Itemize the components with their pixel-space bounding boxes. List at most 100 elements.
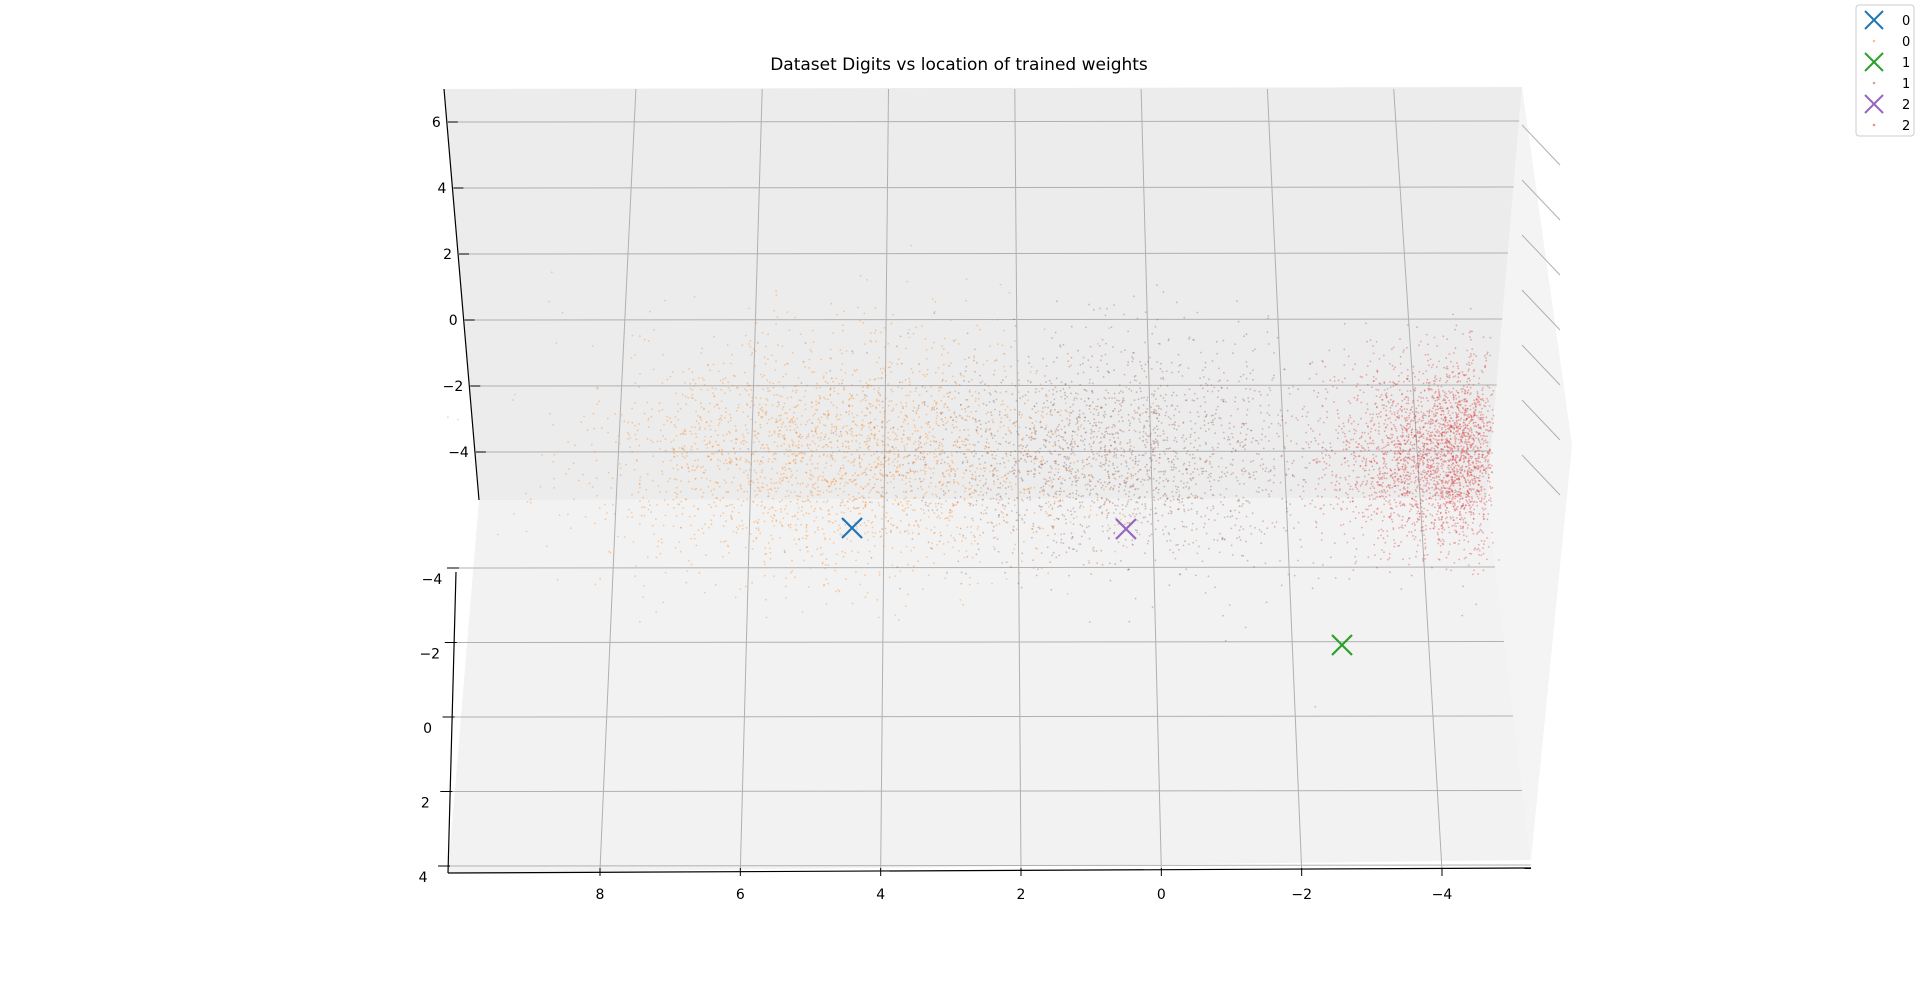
data-point	[954, 539, 956, 542]
data-point	[1046, 460, 1049, 463]
data-point	[715, 403, 718, 406]
data-point	[888, 452, 890, 454]
data-point	[1174, 424, 1176, 427]
data-point	[1106, 516, 1108, 519]
data-point	[909, 469, 912, 472]
data-point	[767, 495, 769, 498]
data-point	[1103, 410, 1106, 413]
data-point	[808, 512, 810, 515]
data-point	[1103, 416, 1106, 418]
data-point	[834, 520, 837, 522]
data-point	[1126, 442, 1129, 445]
data-point	[935, 402, 937, 405]
data-point	[799, 549, 802, 552]
data-point	[640, 514, 643, 517]
data-point	[1114, 550, 1116, 553]
data-point	[1004, 571, 1007, 574]
data-point	[1212, 505, 1215, 508]
data-point	[828, 485, 831, 488]
x-grid-line	[739, 88, 763, 871]
data-point	[750, 354, 753, 356]
data-point	[1026, 455, 1029, 458]
data-point	[568, 468, 570, 470]
data-point	[1264, 470, 1267, 472]
data-point	[890, 529, 892, 532]
data-point	[1128, 388, 1131, 390]
data-point	[1160, 408, 1162, 410]
data-point	[628, 433, 630, 436]
data-point	[1044, 406, 1047, 409]
data-point	[813, 442, 816, 445]
data-point	[706, 455, 709, 458]
data-point	[953, 441, 956, 443]
data-point	[1132, 474, 1135, 477]
data-point	[631, 516, 634, 518]
data-point	[1126, 472, 1129, 474]
data-point	[908, 480, 911, 483]
data-point	[1010, 510, 1013, 512]
data-point	[794, 515, 796, 518]
data-point	[1099, 462, 1102, 464]
data-point	[864, 574, 866, 576]
data-point	[1241, 422, 1244, 425]
x-grid-line	[599, 88, 637, 871]
data-point	[790, 571, 792, 574]
data-point	[1136, 501, 1139, 504]
data-point	[745, 469, 747, 472]
data-point	[761, 482, 764, 485]
data-point	[1397, 466, 1399, 469]
data-point	[1212, 494, 1215, 497]
data-point	[769, 557, 772, 560]
data-point	[965, 469, 968, 472]
data-point	[1001, 562, 1004, 564]
data-point	[961, 417, 964, 420]
data-point	[831, 506, 834, 508]
data-point	[877, 438, 879, 441]
data-point	[1154, 528, 1157, 531]
data-point	[607, 471, 610, 474]
data-point	[878, 430, 881, 432]
data-point	[952, 340, 955, 342]
data-point	[999, 496, 1002, 499]
data-point	[789, 526, 792, 529]
data-point	[1191, 522, 1194, 525]
data-point	[931, 406, 934, 409]
data-point	[814, 467, 817, 470]
data-point	[681, 393, 684, 396]
data-point	[820, 416, 823, 419]
data-point	[735, 429, 738, 431]
data-point	[722, 362, 725, 365]
data-point	[1012, 422, 1014, 425]
data-point	[995, 391, 998, 394]
data-point	[667, 503, 669, 506]
data-point	[1016, 528, 1018, 531]
data-point	[745, 428, 748, 431]
data-point	[697, 507, 699, 510]
data-point	[743, 490, 746, 493]
data-point	[700, 477, 703, 479]
data-point	[749, 469, 751, 471]
data-point	[1234, 524, 1237, 527]
data-point	[1076, 420, 1079, 423]
data-point	[965, 444, 967, 446]
data-point	[975, 429, 978, 431]
data-point	[1150, 460, 1153, 463]
data-point	[1139, 512, 1141, 515]
data-point	[1047, 406, 1049, 409]
data-point	[811, 555, 813, 558]
data-point	[673, 452, 675, 454]
data-point	[1236, 441, 1238, 444]
data-point	[953, 397, 956, 399]
data-point	[922, 509, 925, 511]
floor-pane	[448, 498, 1531, 873]
data-point	[1083, 448, 1086, 451]
data-point	[861, 495, 864, 498]
data-point	[735, 442, 737, 445]
data-point	[927, 422, 929, 424]
data-point	[1043, 402, 1045, 405]
data-point	[713, 395, 716, 398]
data-point	[1068, 546, 1070, 549]
data-point	[650, 511, 652, 514]
data-point	[1051, 554, 1053, 557]
data-point	[634, 424, 636, 427]
